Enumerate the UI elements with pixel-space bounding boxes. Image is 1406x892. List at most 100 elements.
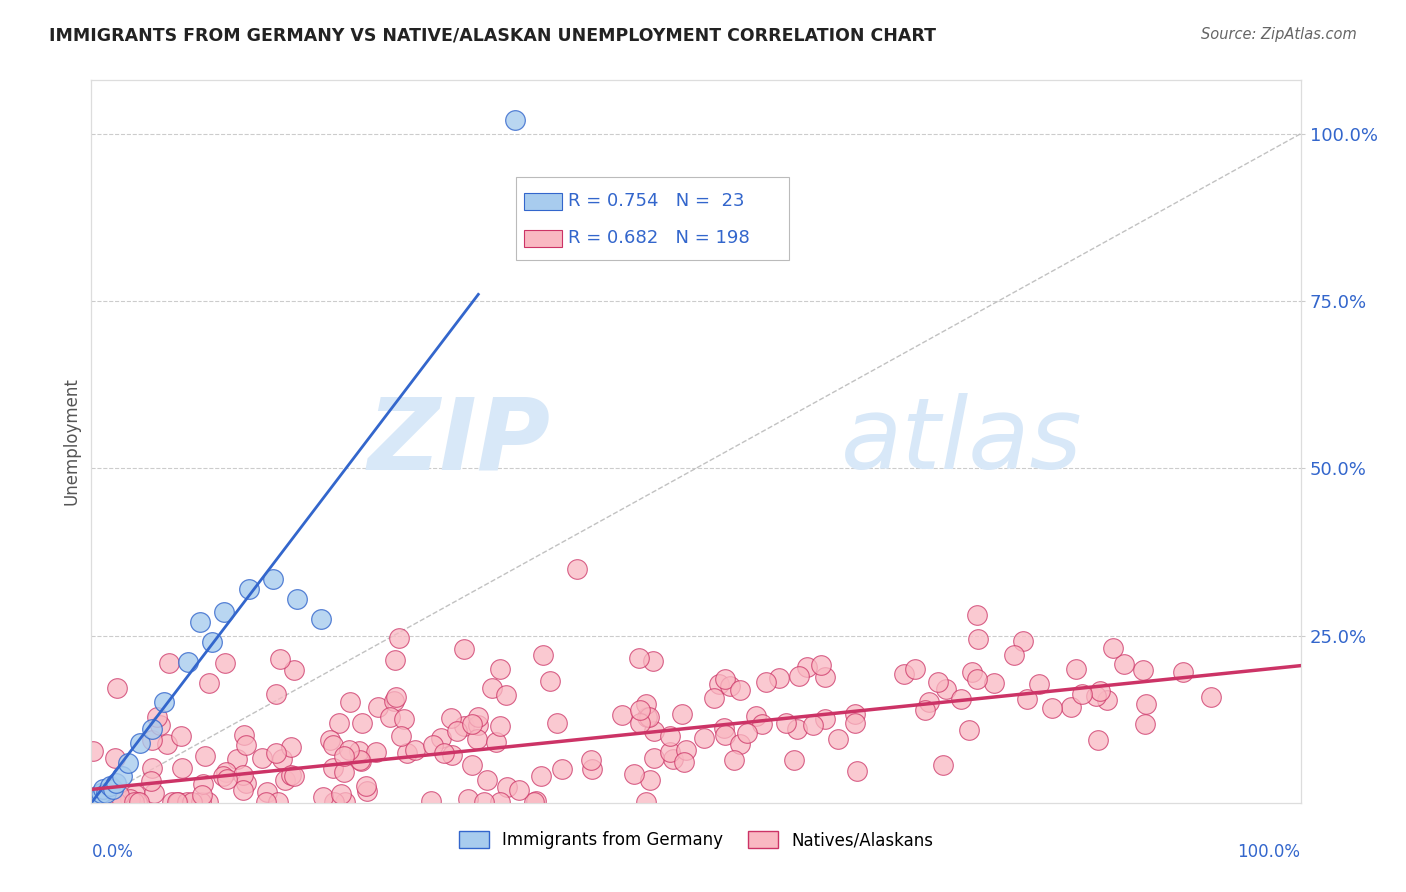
Point xyxy=(768,671,790,685)
Point xyxy=(932,757,955,772)
Point xyxy=(101,782,124,797)
Point xyxy=(1084,689,1107,703)
Point xyxy=(1002,648,1025,662)
Point xyxy=(1012,634,1035,648)
Point xyxy=(1132,663,1154,677)
Point xyxy=(737,725,759,739)
Point xyxy=(1088,684,1111,698)
Point xyxy=(503,113,526,128)
Point xyxy=(1028,677,1050,691)
Point xyxy=(170,729,193,743)
Point xyxy=(465,732,488,747)
Point xyxy=(827,731,849,746)
Point xyxy=(1199,690,1222,704)
Point xyxy=(1087,732,1109,747)
Point xyxy=(713,721,735,735)
Point xyxy=(638,772,661,787)
Point xyxy=(366,745,388,759)
Point xyxy=(658,745,681,759)
Point xyxy=(637,709,659,723)
Point xyxy=(389,729,412,743)
Point xyxy=(214,605,236,619)
Point xyxy=(713,672,735,686)
Point xyxy=(446,724,468,739)
Point xyxy=(441,748,464,763)
Point xyxy=(212,769,235,783)
Point xyxy=(118,792,141,806)
Point xyxy=(453,718,475,732)
Point xyxy=(367,699,389,714)
Point xyxy=(104,750,127,764)
Point xyxy=(1015,692,1038,706)
Point xyxy=(488,719,510,733)
Point xyxy=(90,786,112,800)
Point xyxy=(267,795,290,809)
Point xyxy=(745,709,768,723)
Text: Source: ZipAtlas.com: Source: ZipAtlas.com xyxy=(1201,27,1357,42)
Point xyxy=(333,748,356,763)
Point xyxy=(93,782,115,797)
Point xyxy=(384,653,406,667)
Point xyxy=(641,654,664,668)
Point xyxy=(453,641,475,656)
Point xyxy=(232,768,254,782)
Point xyxy=(533,648,555,663)
Point xyxy=(914,703,936,717)
Point xyxy=(176,795,198,809)
Point xyxy=(347,744,370,758)
Point xyxy=(495,688,517,702)
Point xyxy=(966,672,988,686)
Point xyxy=(160,795,183,809)
Point xyxy=(127,795,149,809)
Point xyxy=(388,631,411,645)
Point xyxy=(232,728,254,742)
Point xyxy=(322,795,344,809)
Point xyxy=(214,764,236,779)
Point xyxy=(378,709,401,723)
Point xyxy=(662,752,685,766)
Point xyxy=(232,782,254,797)
Point xyxy=(814,712,837,726)
Point xyxy=(440,710,463,724)
Point xyxy=(333,795,356,809)
Point xyxy=(1060,700,1083,714)
Point xyxy=(356,783,378,797)
Point xyxy=(481,681,503,695)
Point xyxy=(529,769,551,783)
Legend: Immigrants from Germany, Natives/Alaskans: Immigrants from Germany, Natives/Alaskan… xyxy=(451,824,941,856)
Point xyxy=(107,789,129,803)
Point xyxy=(104,776,127,790)
Point xyxy=(198,675,221,690)
Point xyxy=(845,764,868,779)
Point xyxy=(322,739,344,753)
Point xyxy=(628,651,651,665)
Point xyxy=(117,756,139,770)
Point xyxy=(283,769,305,783)
Point xyxy=(467,718,489,732)
Point xyxy=(159,656,181,670)
Point xyxy=(98,779,121,793)
Point xyxy=(967,632,990,646)
Point xyxy=(322,761,344,775)
Point xyxy=(167,795,190,809)
Point xyxy=(392,712,415,726)
Point xyxy=(177,655,200,669)
Point xyxy=(643,751,665,765)
Point xyxy=(141,761,163,775)
Point xyxy=(86,789,108,804)
Point xyxy=(628,716,651,731)
Point xyxy=(420,794,443,808)
Point xyxy=(546,716,568,731)
Point xyxy=(643,724,665,739)
Point xyxy=(488,661,510,675)
Point xyxy=(623,767,645,781)
Point xyxy=(489,795,512,809)
Point xyxy=(786,722,808,736)
Point xyxy=(814,670,837,684)
Point xyxy=(610,707,633,722)
Point xyxy=(238,582,260,596)
Point xyxy=(783,753,806,767)
Point xyxy=(728,737,751,751)
Point xyxy=(1102,640,1125,655)
Point xyxy=(82,744,104,758)
